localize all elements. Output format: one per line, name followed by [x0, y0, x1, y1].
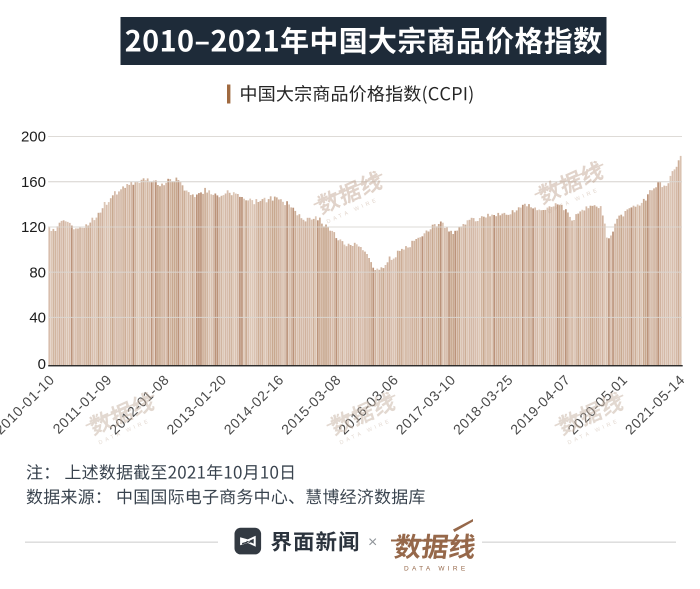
svg-text:DATA WIRE: DATA WIRE	[404, 566, 469, 573]
svg-text:80: 80	[29, 264, 46, 281]
svg-text:40: 40	[29, 310, 46, 327]
svg-text:160: 160	[21, 174, 46, 191]
svg-text:×: ×	[368, 534, 377, 551]
svg-text:200: 200	[21, 129, 46, 146]
svg-text:120: 120	[21, 219, 46, 236]
svg-text:0: 0	[38, 356, 46, 373]
